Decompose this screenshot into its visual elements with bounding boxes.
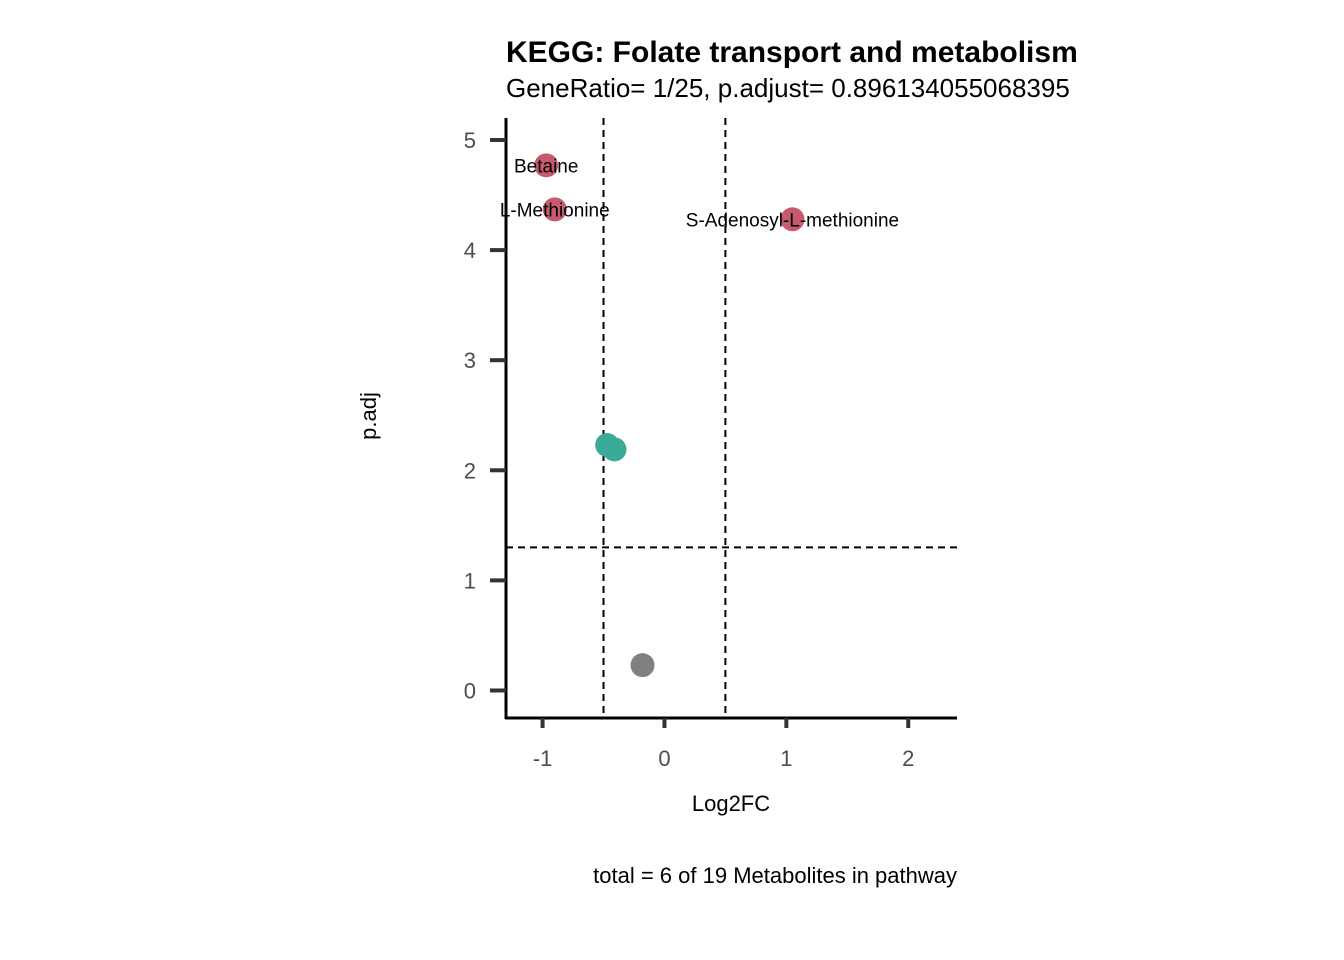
- chart-title: KEGG: Folate transport and metabolism: [506, 36, 1078, 69]
- data-point-up: [780, 207, 805, 232]
- point-label: S-Adenosyl-L-methionine: [686, 210, 899, 231]
- y-tick-label: 5: [464, 128, 476, 153]
- y-tick-label: 2: [464, 458, 476, 483]
- x-tick-label: 0: [658, 746, 670, 771]
- data-point-ns: [630, 653, 655, 678]
- axes: -1 0 1 2 0 1 2 3 4 5: [464, 118, 957, 771]
- data-point-up: [542, 197, 567, 222]
- x-tick-label: -1: [533, 746, 553, 771]
- data-points: [534, 153, 805, 678]
- point-label: Betaine: [514, 156, 578, 177]
- point-label: L-Methionine: [500, 200, 610, 221]
- chart-caption: total = 6 of 19 Metabolites in pathway: [593, 863, 957, 888]
- chart-subtitle: GeneRatio= 1/25, p.adjust= 0.89613405506…: [506, 73, 1070, 103]
- data-point-down: [602, 437, 627, 462]
- data-point-up: [534, 153, 559, 178]
- y-axis-title: p.adj: [356, 392, 381, 440]
- y-tick-label: 4: [464, 238, 476, 263]
- y-tick-label: 3: [464, 348, 476, 373]
- x-axis-title: Log2FC: [692, 791, 770, 816]
- point-labels: Betaine L-Methionine S-Adenosyl-L-methioni…: [500, 156, 899, 231]
- x-tick-label: 1: [780, 746, 792, 771]
- y-tick-label: 1: [464, 568, 476, 593]
- x-tick-label: 2: [902, 746, 914, 771]
- threshold-lines: [506, 118, 957, 718]
- y-tick-label: 0: [464, 678, 476, 703]
